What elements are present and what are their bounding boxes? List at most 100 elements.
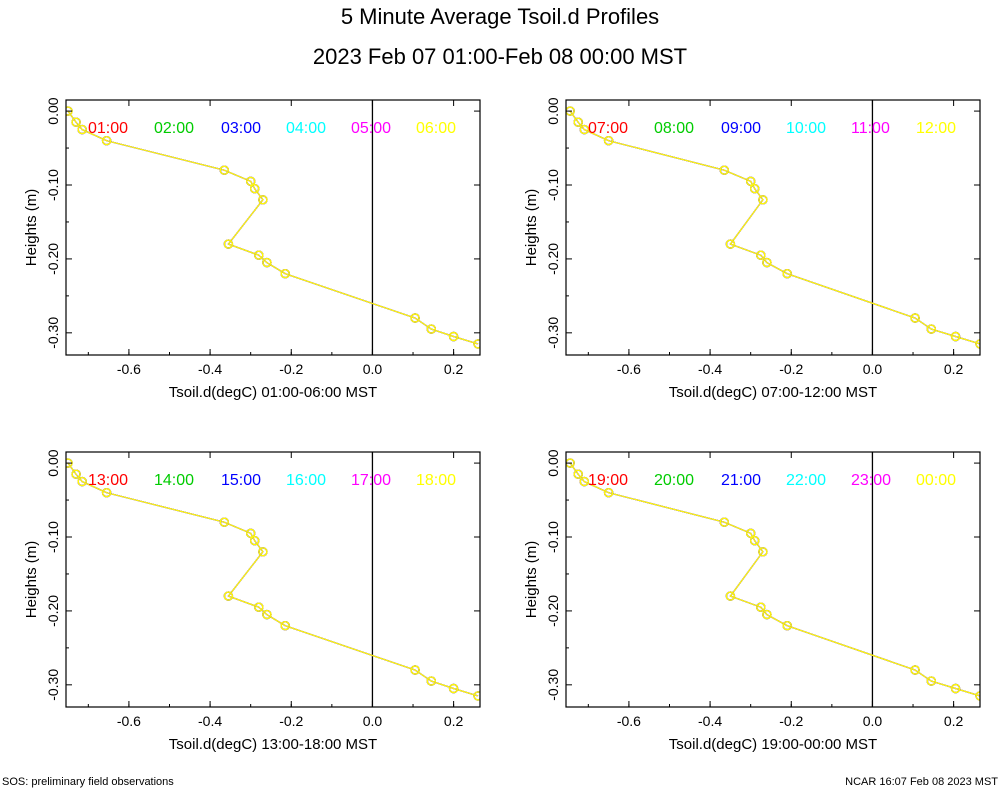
hour-label-1200: 12:00: [916, 120, 956, 137]
data-point: [280, 269, 290, 279]
data-point: [756, 602, 766, 612]
data-point: [746, 528, 756, 538]
hour-label-2000: 20:00: [654, 472, 694, 489]
hour-label-0000: 00:00: [916, 472, 956, 489]
hour-label-1000: 10:00: [786, 120, 826, 137]
y-tick-label: -0.30: [545, 669, 561, 701]
y-tick-label: -0.20: [545, 243, 561, 275]
data-point: [254, 250, 264, 260]
y-tick-label: -0.20: [45, 595, 61, 627]
plot-frame: [65, 451, 481, 708]
data-point: [725, 239, 736, 249]
y-tick-label: -0.30: [545, 317, 561, 349]
data-point: [223, 591, 234, 601]
x-tick-label: 0.2: [444, 361, 464, 377]
data-point: [926, 324, 936, 334]
data-point: [448, 331, 459, 342]
data-point: [245, 176, 256, 187]
data-point: [426, 676, 436, 686]
hour-label-0400: 04:00: [286, 120, 326, 137]
data-point: [249, 536, 260, 546]
series-group: [66, 458, 480, 701]
hour-label-2100: 21:00: [721, 472, 761, 489]
chart-subtitle: 2023 Feb 07 01:00-Feb 08 00:00 MST: [312, 44, 688, 69]
data-point: [448, 683, 459, 694]
series-group: [566, 106, 980, 349]
data-point: [782, 621, 792, 631]
hour-label-1300: 13:00: [88, 472, 128, 489]
y-tick-label: -0.30: [45, 317, 61, 349]
data-point: [473, 339, 480, 349]
hour-label-1400: 14:00: [154, 472, 194, 489]
hour-label-0600: 06:00: [416, 120, 456, 137]
plot-frame: [565, 99, 981, 356]
hour-label-1800: 18:00: [416, 472, 456, 489]
series-group: [566, 458, 980, 701]
data-point: [410, 665, 420, 675]
data-point: [262, 257, 272, 268]
y-axis-label: Heights (m): [523, 189, 540, 267]
data-point: [750, 536, 760, 546]
x-tick-label: 0.0: [863, 713, 883, 729]
x-tick-label: -0.4: [198, 361, 222, 377]
data-point: [245, 528, 256, 538]
plot-frame: [565, 451, 981, 708]
x-tick-label: -0.2: [279, 361, 303, 377]
hour-label-0200: 02:00: [154, 120, 194, 137]
data-point: [910, 313, 920, 323]
x-tick-label: -0.2: [279, 713, 303, 729]
data-point: [77, 476, 87, 487]
y-axis-label: Heights (m): [523, 541, 540, 619]
y-tick-label: 0.00: [545, 97, 561, 124]
x-axis-label: Tsoil.d(degC) 07:00-12:00 MST: [669, 384, 877, 401]
chart-title: 5 Minute Average Tsoil.d Profiles: [340, 4, 660, 29]
series-line-1800: [67, 462, 479, 697]
y-tick-label: 0.00: [45, 449, 61, 476]
data-point: [473, 691, 480, 701]
plot-frame: [65, 99, 481, 356]
hour-label-1600: 16:00: [286, 472, 326, 489]
data-point: [410, 313, 420, 323]
hour-label-0700: 07:00: [588, 120, 628, 137]
data-point: [77, 124, 87, 135]
data-point: [975, 339, 980, 349]
data-point: [758, 195, 768, 205]
data-point: [603, 488, 614, 498]
y-tick-label: 0.00: [45, 97, 61, 124]
data-point: [101, 135, 112, 146]
data-point: [573, 117, 583, 127]
series-line-1200: [569, 110, 980, 345]
x-tick-label: -0.4: [698, 713, 722, 729]
data-point: [603, 135, 614, 146]
data-point: [762, 609, 772, 620]
series-group: [66, 106, 480, 349]
footer-right-note: NCAR 16:07 Feb 08 2023 MST: [845, 776, 998, 788]
x-tick-label: 0.0: [363, 713, 383, 729]
data-point: [254, 602, 264, 612]
x-axis-label: Tsoil.d(degC) 19:00-00:00 MST: [669, 736, 877, 753]
x-tick-label: -0.4: [198, 713, 222, 729]
x-tick-label: 0.2: [944, 713, 964, 729]
data-point: [579, 476, 589, 487]
data-point: [573, 469, 583, 479]
data-point: [280, 621, 290, 631]
y-axis-label: Heights (m): [23, 189, 40, 267]
data-point: [223, 239, 234, 249]
data-point: [725, 591, 736, 601]
hour-label-2200: 22:00: [786, 472, 826, 489]
x-axis-label: Tsoil.d(degC) 01:00-06:00 MST: [169, 384, 377, 401]
data-point: [910, 665, 920, 675]
data-point: [258, 195, 268, 205]
footer-left-note: SOS: preliminary field observations: [2, 776, 174, 788]
data-point: [262, 609, 272, 620]
x-tick-label: -0.4: [698, 361, 722, 377]
data-point: [71, 469, 81, 479]
hour-label-2300: 23:00: [851, 472, 891, 489]
x-tick-label: 0.0: [363, 361, 383, 377]
series-line-0000: [569, 462, 980, 697]
hour-label-1100: 11:00: [851, 120, 890, 137]
hour-label-1700: 17:00: [351, 472, 391, 489]
